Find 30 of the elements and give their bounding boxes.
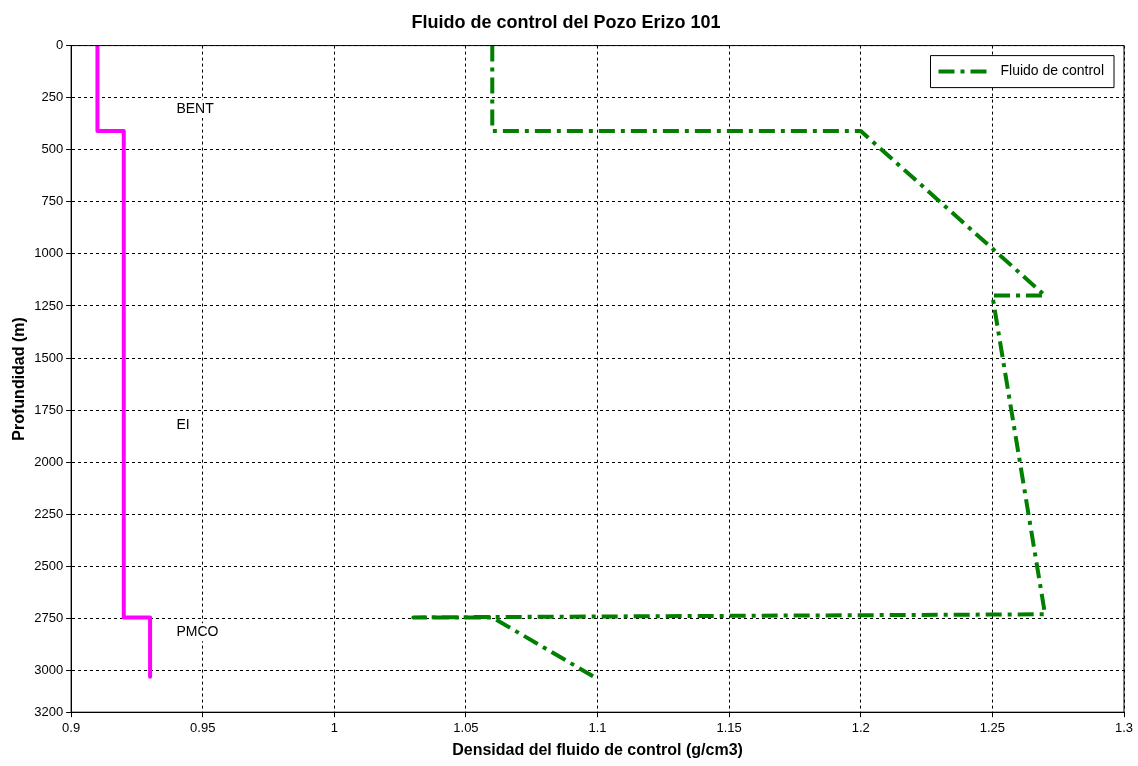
legend-label: Fluido de control <box>1000 62 1105 79</box>
y-tick-label: 1500 <box>34 349 64 365</box>
x-tick-label: 1.1 <box>588 719 607 735</box>
y-tick-label: 500 <box>41 141 64 157</box>
x-tick-label: 1.2 <box>851 719 870 735</box>
x-tick-label: 1.25 <box>979 719 1006 735</box>
y-tick-label: 250 <box>41 89 64 105</box>
y-tick-label: 0 <box>55 37 64 53</box>
x-tick-label: 0.9 <box>62 719 81 735</box>
x-tick-label: 1.15 <box>716 719 742 735</box>
y-tick-label: 3000 <box>34 662 64 678</box>
annotation: EI <box>176 416 190 433</box>
y-tick-label: 2000 <box>34 453 64 469</box>
x-tick-label: 1 <box>330 719 338 735</box>
annotation: BENT <box>176 99 215 116</box>
y-tick-label: 1750 <box>34 401 64 417</box>
x-tick-label: 1.05 <box>453 719 479 735</box>
x-tick-label: 1.3 <box>1114 719 1134 735</box>
x-tick-label: 0.95 <box>190 719 216 735</box>
y-tick-label: 2500 <box>34 557 64 573</box>
y-tick-label: 1250 <box>34 297 64 313</box>
x-axis-title: Densidad del fluido de control (g/cm3) <box>452 740 743 758</box>
y-axis-title: Profundidad (m) <box>10 317 28 441</box>
annotation: PMCO <box>176 623 219 640</box>
y-tick-label: 2250 <box>34 505 64 521</box>
y-tick-label: 3200 <box>34 703 64 719</box>
y-tick-label: 750 <box>41 193 64 209</box>
chart-title: Fluido de control del Pozo Erizo 101 <box>411 11 721 32</box>
y-tick-label: 1000 <box>34 245 64 261</box>
y-tick-label: 2750 <box>34 610 64 626</box>
